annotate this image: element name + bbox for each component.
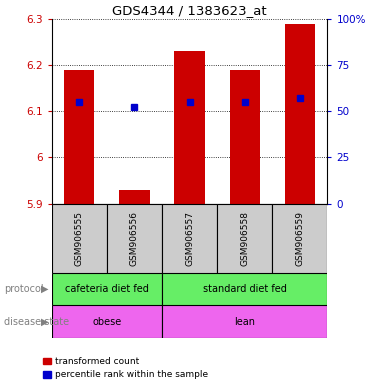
Text: GSM906558: GSM906558	[240, 210, 249, 266]
FancyBboxPatch shape	[272, 204, 327, 273]
Bar	[229, 70, 260, 204]
Bar	[119, 190, 150, 204]
Text: standard diet fed: standard diet fed	[203, 284, 286, 294]
Text: GSM906556: GSM906556	[130, 210, 139, 266]
Bar	[174, 51, 205, 204]
FancyBboxPatch shape	[217, 204, 272, 273]
Text: ▶: ▶	[41, 316, 49, 327]
Text: obese: obese	[92, 316, 121, 327]
Text: lean: lean	[234, 316, 255, 327]
FancyBboxPatch shape	[107, 204, 162, 273]
FancyBboxPatch shape	[162, 305, 327, 338]
Text: GSM906559: GSM906559	[295, 210, 304, 266]
Bar	[64, 70, 95, 204]
Text: disease state: disease state	[4, 316, 69, 327]
Text: protocol: protocol	[4, 284, 43, 294]
FancyBboxPatch shape	[52, 204, 107, 273]
FancyBboxPatch shape	[162, 273, 327, 305]
Legend: transformed count, percentile rank within the sample: transformed count, percentile rank withi…	[43, 357, 208, 379]
Text: GSM906557: GSM906557	[185, 210, 194, 266]
FancyBboxPatch shape	[52, 305, 162, 338]
Bar	[285, 24, 315, 204]
FancyBboxPatch shape	[162, 204, 217, 273]
Text: cafeteria diet fed: cafeteria diet fed	[65, 284, 149, 294]
FancyBboxPatch shape	[52, 273, 162, 305]
Text: ▶: ▶	[41, 284, 49, 294]
Text: GSM906555: GSM906555	[75, 210, 84, 266]
Title: GDS4344 / 1383623_at: GDS4344 / 1383623_at	[112, 3, 267, 17]
